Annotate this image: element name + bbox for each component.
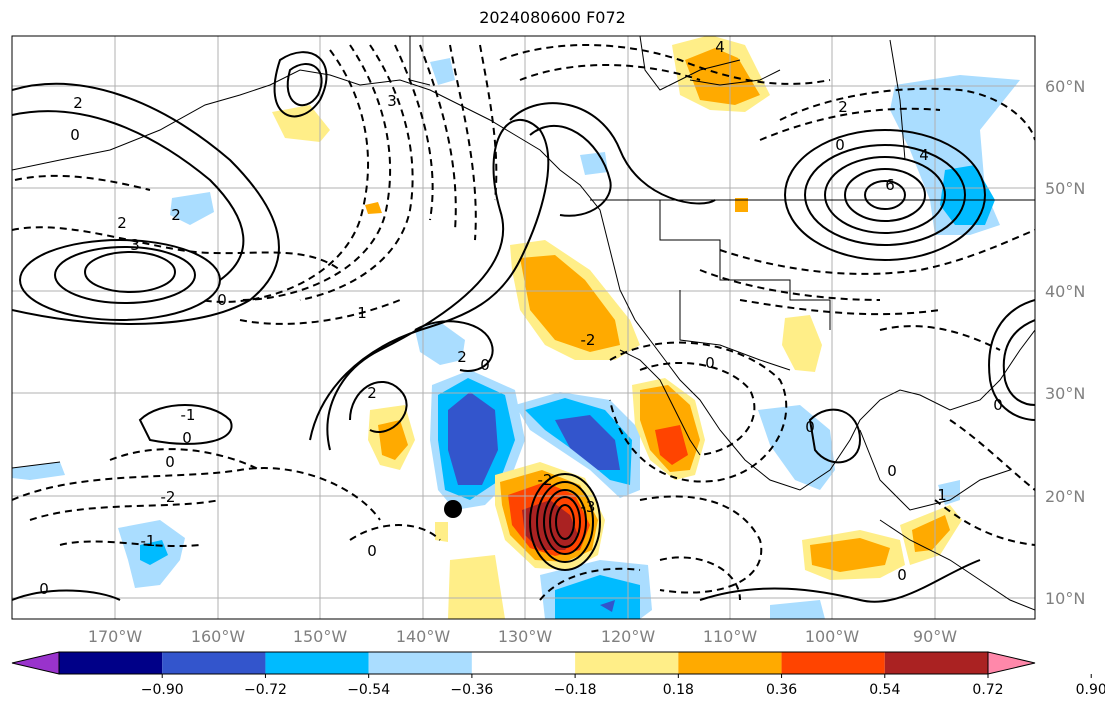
- colorbar-segment: [781, 652, 885, 674]
- contour-label: 1: [357, 304, 367, 322]
- lon-label: 160°W: [191, 627, 246, 646]
- storm-center-marker: [444, 500, 462, 518]
- lat-label: 20°N: [1045, 487, 1085, 506]
- lat-label: 40°N: [1045, 282, 1085, 301]
- contour-label: 0: [165, 453, 175, 471]
- lat-label: 50°N: [1045, 179, 1085, 198]
- contour-label: 2: [838, 98, 848, 116]
- contour-label: 0: [705, 354, 715, 372]
- lat-label: 60°N: [1045, 77, 1085, 96]
- map-title: 2024080600 F072: [479, 8, 626, 27]
- contour-label: 2: [171, 206, 181, 224]
- colorbar-tick-label: 0.72: [972, 682, 1003, 698]
- contour-label: 2: [367, 384, 377, 402]
- colorbar-outline: [58, 651, 989, 675]
- colorbar-tick-label: −0.72: [244, 682, 287, 698]
- contour-label: -2: [161, 488, 176, 506]
- contour-label: 4: [919, 146, 929, 164]
- longitude-labels: 170°W 160°W 150°W 140°W 130°W 120°W 110°…: [88, 627, 957, 646]
- colorbar-segment: [471, 652, 576, 674]
- colorbar-tick-label: 0.90: [1076, 682, 1105, 698]
- contour-label: 0: [39, 580, 49, 598]
- positive-contours: [12, 51, 1035, 603]
- lat-label: 10°N: [1045, 589, 1085, 608]
- contour-label-group: 0 2 2 3 2 0 1 3 -1 0 0 -2 -1 0 0 2 2 0 -…: [39, 38, 1003, 598]
- negative-contours: [12, 44, 1035, 601]
- colorbar-segment: [884, 652, 988, 674]
- colorbar-tick-label: −0.18: [554, 682, 597, 698]
- colorbar-tick-label: 0.54: [869, 682, 900, 698]
- colorbar-tick-label: −0.90: [141, 682, 184, 698]
- graticule: [12, 36, 1035, 619]
- colorbar-segment: [59, 652, 163, 674]
- contour-label: 0: [367, 542, 377, 560]
- lat-label: 30°N: [1045, 384, 1085, 403]
- contour-label: 1: [937, 486, 947, 504]
- lon-label: 90°W: [913, 627, 957, 646]
- contour-label: 0: [480, 356, 490, 374]
- contour-label: 0: [835, 136, 845, 154]
- contour-label: -3: [581, 498, 596, 516]
- lon-label: 120°W: [601, 627, 656, 646]
- contour-label: -1: [181, 406, 196, 424]
- contour-label: 0: [993, 396, 1003, 414]
- contour-label: 2: [457, 348, 467, 366]
- colorbar-extend-low: [11, 651, 60, 675]
- lon-label: 150°W: [293, 627, 348, 646]
- colorbar-tick-label: −0.36: [450, 682, 493, 698]
- latitude-labels: 60°N 50°N 40°N 30°N 20°N 10°N: [1045, 77, 1085, 608]
- colorbar-tick-label: 0.36: [766, 682, 797, 698]
- colorbar-segment: [368, 652, 472, 674]
- contour-label: 0: [70, 126, 80, 144]
- lon-label: 100°W: [805, 627, 860, 646]
- lon-label: 130°W: [498, 627, 553, 646]
- colorbar-segment: [265, 652, 369, 674]
- contour-label: 6: [885, 176, 895, 194]
- colorbar-segment: [678, 652, 782, 674]
- contour-label: -2: [581, 331, 596, 349]
- contour-label: 0: [887, 462, 897, 480]
- contour-label: 0: [897, 566, 907, 584]
- colorbar: −0.90 −0.72 −0.54 −0.36 −0.18 0.18 0.36 0.54 0.7…: [11, 651, 1105, 698]
- colorbar-extend-high: [987, 651, 1036, 675]
- contour-label: 4: [715, 38, 725, 56]
- colorbar-tick-label: 0.18: [663, 682, 694, 698]
- contour-label: 0: [182, 429, 192, 447]
- contour-label: -2: [538, 471, 553, 489]
- contour-label: 0: [217, 291, 227, 309]
- colorbar-segment: [575, 652, 679, 674]
- contour-label: 2: [117, 214, 127, 232]
- contour-label: 3: [387, 92, 397, 110]
- contour-label: -1: [141, 532, 156, 550]
- lon-label: 110°W: [703, 627, 758, 646]
- colorbar-tick-label: −0.54: [347, 682, 390, 698]
- lon-label: 170°W: [88, 627, 143, 646]
- contour-label: 2: [73, 94, 83, 112]
- coastlines: [12, 36, 1035, 611]
- colorbar-segment: [162, 652, 266, 674]
- contour-label: 0: [805, 418, 815, 436]
- map-border: [11, 35, 1036, 620]
- contour-label: 3: [130, 236, 140, 254]
- lon-label: 140°W: [396, 627, 451, 646]
